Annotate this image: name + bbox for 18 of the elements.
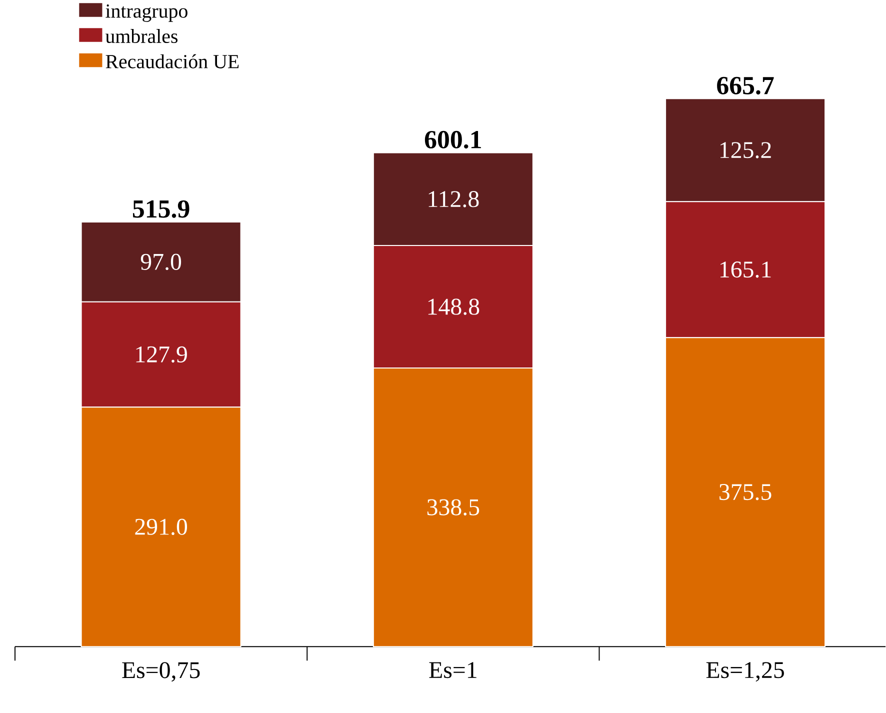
- x-tick-label: Es=1,25: [706, 662, 784, 682]
- total-label: 515.9: [132, 200, 190, 218]
- x-tick-label: Es=1: [429, 662, 476, 678]
- data-label: 97.0: [140, 254, 182, 270]
- data-label: 338.5: [427, 499, 480, 516]
- data-label: 291.0: [135, 518, 188, 536]
- data-label: 127.9: [136, 346, 187, 363]
- total-label: 600.1: [424, 131, 481, 149]
- data-label: 148.8: [428, 298, 480, 316]
- data-label: 375.5: [720, 484, 772, 500]
- legend-label: umbrales: [105, 29, 178, 44]
- data-label: 165.1: [720, 262, 771, 278]
- data-label: 125.2: [720, 142, 771, 158]
- total-label: 665.7: [717, 77, 774, 95]
- data-label: 112.8: [428, 191, 479, 208]
- legend-label: Recaudación UE: [106, 54, 239, 69]
- legend-label: intragrupo: [106, 4, 188, 22]
- x-tick-label: Es=0,75: [122, 662, 200, 682]
